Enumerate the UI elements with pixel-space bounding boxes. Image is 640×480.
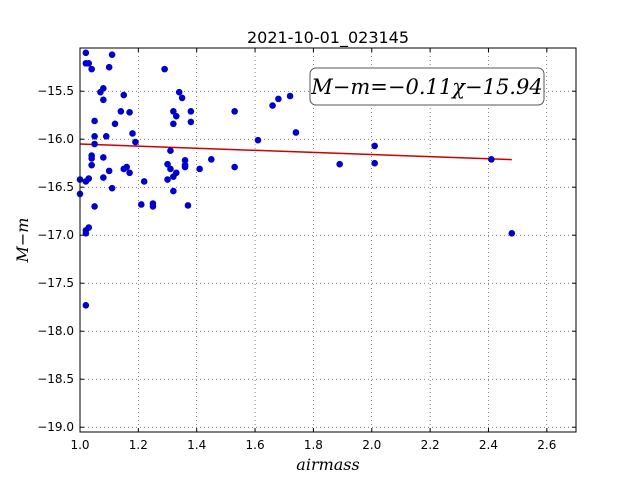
- data-point: [292, 129, 300, 136]
- x-tick-label: 1.4: [187, 438, 206, 452]
- data-point: [91, 203, 98, 210]
- y-tick-label: −16.5: [37, 180, 74, 194]
- x-tick-label: 2.2: [421, 438, 440, 452]
- x-tick-label: 2.0: [362, 438, 381, 452]
- data-point: [88, 155, 95, 162]
- data-point: [178, 94, 186, 102]
- data-point: [126, 109, 133, 116]
- data-point: [508, 229, 516, 237]
- annotation-box: M−m=−0.11χ−15.94: [309, 67, 545, 106]
- data-point: [100, 174, 107, 181]
- data-point: [269, 102, 276, 109]
- y-tick-label: −17.0: [37, 228, 74, 242]
- data-point: [120, 91, 128, 99]
- data-point: [137, 201, 145, 208]
- data-point: [108, 51, 116, 59]
- chart-title: 2021-10-01_023145: [247, 28, 409, 48]
- y-tick-label: −19.0: [37, 420, 74, 434]
- y-tick-label: −16.0: [37, 132, 74, 146]
- data-point: [336, 160, 343, 168]
- data-point: [231, 108, 238, 115]
- data-point: [172, 112, 180, 120]
- data-point: [164, 176, 171, 183]
- y-tick-label: −18.5: [37, 372, 74, 386]
- data-point: [105, 63, 113, 71]
- data-point: [187, 118, 195, 126]
- y-tick-label: −18.0: [37, 324, 74, 338]
- x-ticks: 1.0 1.2 1.4 1.6 1.8 2.0 2.2 2.4 2.6: [70, 48, 556, 452]
- x-tick-label: 2.4: [479, 438, 498, 452]
- data-point: [164, 160, 171, 168]
- grid: [79, 48, 576, 432]
- fit-line-group: [79, 143, 512, 161]
- y-tick-label: −17.5: [37, 276, 74, 290]
- x-tick-label: 2.6: [537, 438, 556, 452]
- data-point: [170, 108, 177, 115]
- data-point: [371, 142, 378, 150]
- data-point: [82, 301, 90, 309]
- data-point: [100, 85, 107, 92]
- data-point: [161, 65, 168, 73]
- x-tick-label: 1.0: [70, 438, 89, 452]
- data-point: [196, 165, 203, 173]
- data-point: [129, 130, 136, 137]
- data-point: [82, 49, 90, 57]
- data-point: [85, 224, 93, 231]
- data-point: [207, 156, 215, 163]
- data-point: [91, 140, 98, 148]
- x-axis-label: airmass: [296, 455, 359, 474]
- data-point: [187, 108, 195, 115]
- data-point: [91, 117, 98, 125]
- data-point: [108, 184, 116, 192]
- data-point: [82, 229, 90, 237]
- data-point: [91, 133, 98, 140]
- data-point: [88, 65, 95, 73]
- data-point: [231, 163, 238, 171]
- points: [76, 49, 516, 309]
- data-point: [88, 161, 95, 169]
- plot-frame: [79, 47, 577, 433]
- data-point: [85, 60, 93, 67]
- data-point: [100, 96, 107, 104]
- fit-line: [79, 143, 512, 161]
- data-point: [175, 88, 183, 96]
- data-point: [170, 120, 177, 128]
- data-point: [117, 108, 125, 115]
- data-point: [170, 187, 177, 195]
- data-point: [184, 202, 192, 209]
- fit-equation: M−m=−0.11χ−15.94: [310, 75, 542, 99]
- data-point: [254, 136, 262, 144]
- data-point: [123, 163, 130, 171]
- data-point: [167, 165, 174, 173]
- data-point: [172, 169, 180, 177]
- x-tick-label: 1.2: [129, 438, 148, 452]
- data-point: [85, 175, 93, 182]
- data-point: [111, 120, 119, 128]
- data-point: [102, 133, 110, 140]
- data-point: [149, 203, 157, 210]
- y-ticks: −15.5 −16.0 −16.5 −17.0 −17.5 −18.0 −18.5 −19.0: [37, 84, 576, 434]
- data-point: [140, 178, 148, 185]
- data-point: [105, 167, 113, 175]
- data-point: [132, 138, 139, 146]
- data-point: [488, 156, 495, 163]
- data-point: [181, 157, 189, 164]
- data-point: [275, 95, 282, 103]
- data-point: [126, 169, 133, 177]
- x-tick-label: 1.6: [246, 438, 265, 452]
- y-axis-label: M−m: [13, 218, 32, 264]
- x-tick-label: 1.8: [304, 438, 323, 452]
- data-point: [167, 147, 174, 155]
- data-point: [371, 159, 378, 167]
- data-point: [181, 163, 189, 171]
- data-point: [286, 92, 294, 100]
- data-point: [100, 154, 107, 161]
- y-tick-label: −15.5: [37, 84, 74, 98]
